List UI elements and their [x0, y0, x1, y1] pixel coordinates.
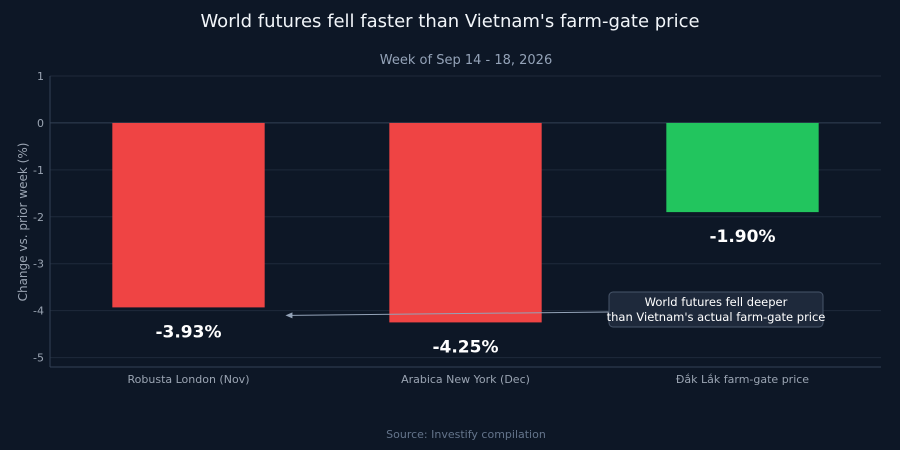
x-tick-label: Đắk Lắk farm-gate price — [676, 373, 809, 386]
annotation-arrowhead — [285, 312, 293, 319]
annotation-text: than Vietnam's actual farm-gate price — [607, 310, 826, 324]
y-tick-label: -3 — [33, 258, 44, 271]
chart-subtitle: Week of Sep 14 - 18, 2026 — [380, 53, 552, 68]
x-axis-ticks: Robusta London (Nov) Arabica New York (De… — [128, 373, 810, 386]
y-tick-label: -4 — [33, 305, 44, 318]
annotation-text: World futures fell deeper — [645, 295, 788, 309]
y-tick-label: 0 — [37, 117, 44, 130]
data-label: -1.90% — [709, 227, 775, 247]
bar — [112, 122, 265, 308]
y-tick-label: -1 — [33, 164, 44, 177]
annotation-box — [608, 291, 824, 328]
y-tick-label: 1 — [37, 70, 44, 83]
y-axis-ticks: 1 0 -1 -2 -3 -4 -5 — [33, 70, 44, 365]
y-tick-label: -5 — [33, 352, 44, 365]
data-labels: -3.93% -4.25% -1.90% — [155, 227, 775, 357]
x-tick-label: Arabica New York (Dec) — [401, 373, 530, 386]
source-note: Source: Investify compilation — [386, 428, 546, 441]
chart-title: World futures fell faster than Vietnam's… — [200, 11, 699, 32]
annotation-arrow-line — [291, 311, 610, 316]
data-label: -3.93% — [155, 322, 221, 342]
bar — [666, 122, 819, 213]
data-label: -4.25% — [432, 337, 498, 357]
bar — [389, 122, 542, 323]
bars — [112, 122, 819, 323]
y-tick-label: -2 — [33, 211, 44, 224]
y-axis-label: Change vs. prior week (%) — [16, 143, 30, 302]
x-tick-label: Robusta London (Nov) — [128, 373, 250, 386]
